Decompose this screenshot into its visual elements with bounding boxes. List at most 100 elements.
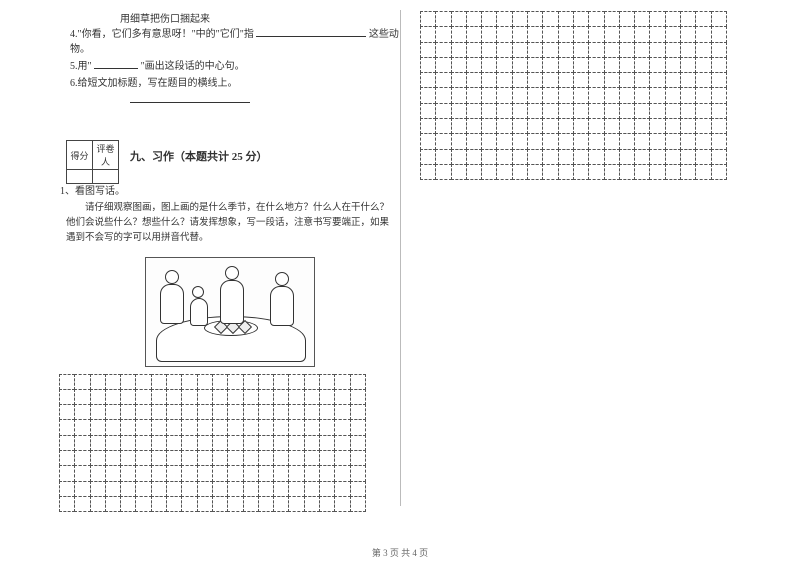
writing-cell[interactable] — [649, 164, 665, 180]
writing-cell[interactable] — [711, 133, 727, 149]
writing-cell[interactable] — [451, 26, 467, 42]
writing-cell[interactable] — [634, 164, 650, 180]
writing-cell[interactable] — [334, 450, 350, 466]
writing-cell[interactable] — [181, 496, 197, 512]
writing-cell[interactable] — [542, 87, 558, 103]
writing-cell[interactable] — [481, 118, 497, 134]
writing-cell[interactable] — [197, 374, 213, 390]
writing-cell[interactable] — [120, 481, 136, 497]
writing-cell[interactable] — [288, 450, 304, 466]
writing-cell[interactable] — [695, 164, 711, 180]
writing-cell[interactable] — [466, 57, 482, 73]
writing-cell[interactable] — [711, 72, 727, 88]
writing-cell[interactable] — [334, 404, 350, 420]
writing-cell[interactable] — [74, 404, 90, 420]
writing-cell[interactable] — [542, 149, 558, 165]
writing-cell[interactable] — [649, 26, 665, 42]
writing-cell[interactable] — [181, 404, 197, 420]
writing-cell[interactable] — [59, 374, 75, 390]
writing-cell[interactable] — [435, 26, 451, 42]
writing-cell[interactable] — [197, 435, 213, 451]
writing-cell[interactable] — [527, 133, 543, 149]
writing-cell[interactable] — [227, 435, 243, 451]
writing-cell[interactable] — [695, 87, 711, 103]
writing-cell[interactable] — [420, 103, 436, 119]
writing-cell[interactable] — [619, 118, 635, 134]
writing-grid-left[interactable] — [60, 375, 399, 513]
writing-cell[interactable] — [288, 465, 304, 481]
writing-cell[interactable] — [197, 419, 213, 435]
writing-cell[interactable] — [120, 450, 136, 466]
writing-cell[interactable] — [573, 42, 589, 58]
writing-cell[interactable] — [665, 42, 681, 58]
writing-cell[interactable] — [151, 374, 167, 390]
writing-cell[interactable] — [711, 57, 727, 73]
writing-cell[interactable] — [588, 149, 604, 165]
writing-cell[interactable] — [273, 450, 289, 466]
writing-cell[interactable] — [74, 419, 90, 435]
writing-cell[interactable] — [665, 133, 681, 149]
writing-cell[interactable] — [90, 481, 106, 497]
writing-cell[interactable] — [435, 103, 451, 119]
writing-cell[interactable] — [680, 103, 696, 119]
writing-cell[interactable] — [135, 374, 151, 390]
writing-cell[interactable] — [197, 465, 213, 481]
writing-cell[interactable] — [258, 496, 274, 512]
writing-cell[interactable] — [695, 11, 711, 27]
writing-cell[interactable] — [319, 419, 335, 435]
writing-cell[interactable] — [496, 87, 512, 103]
writing-cell[interactable] — [558, 103, 574, 119]
writing-cell[interactable] — [273, 465, 289, 481]
writing-cell[interactable] — [166, 465, 182, 481]
writing-cell[interactable] — [212, 435, 228, 451]
writing-cell[interactable] — [334, 465, 350, 481]
writing-cell[interactable] — [695, 133, 711, 149]
writing-cell[interactable] — [420, 164, 436, 180]
writing-cell[interactable] — [420, 26, 436, 42]
writing-cell[interactable] — [59, 419, 75, 435]
writing-cell[interactable] — [711, 11, 727, 27]
writing-cell[interactable] — [542, 133, 558, 149]
writing-cell[interactable] — [350, 419, 366, 435]
writing-cell[interactable] — [588, 118, 604, 134]
writing-cell[interactable] — [512, 149, 528, 165]
writing-cell[interactable] — [481, 72, 497, 88]
writing-cell[interactable] — [258, 419, 274, 435]
writing-cell[interactable] — [227, 481, 243, 497]
writing-cell[interactable] — [496, 164, 512, 180]
writing-cell[interactable] — [227, 404, 243, 420]
writing-cell[interactable] — [466, 87, 482, 103]
writing-cell[interactable] — [212, 481, 228, 497]
writing-cell[interactable] — [90, 450, 106, 466]
writing-cell[interactable] — [420, 149, 436, 165]
writing-cell[interactable] — [619, 72, 635, 88]
writing-cell[interactable] — [420, 133, 436, 149]
writing-cell[interactable] — [695, 42, 711, 58]
writing-cell[interactable] — [573, 26, 589, 42]
writing-cell[interactable] — [319, 481, 335, 497]
writing-cell[interactable] — [212, 419, 228, 435]
writing-cell[interactable] — [527, 103, 543, 119]
writing-cell[interactable] — [481, 149, 497, 165]
writing-cell[interactable] — [634, 118, 650, 134]
writing-cell[interactable] — [212, 450, 228, 466]
writing-cell[interactable] — [649, 118, 665, 134]
writing-cell[interactable] — [288, 419, 304, 435]
writing-cell[interactable] — [665, 11, 681, 27]
writing-cell[interactable] — [496, 72, 512, 88]
writing-cell[interactable] — [59, 404, 75, 420]
writing-cell[interactable] — [435, 72, 451, 88]
writing-cell[interactable] — [319, 465, 335, 481]
writing-cell[interactable] — [451, 72, 467, 88]
writing-cell[interactable] — [695, 118, 711, 134]
writing-cell[interactable] — [649, 42, 665, 58]
writing-cell[interactable] — [695, 103, 711, 119]
writing-cell[interactable] — [619, 42, 635, 58]
writing-cell[interactable] — [435, 42, 451, 58]
writing-cell[interactable] — [212, 496, 228, 512]
writing-cell[interactable] — [243, 481, 259, 497]
writing-cell[interactable] — [319, 404, 335, 420]
writing-cell[interactable] — [481, 103, 497, 119]
writing-cell[interactable] — [573, 87, 589, 103]
writing-cell[interactable] — [258, 389, 274, 405]
